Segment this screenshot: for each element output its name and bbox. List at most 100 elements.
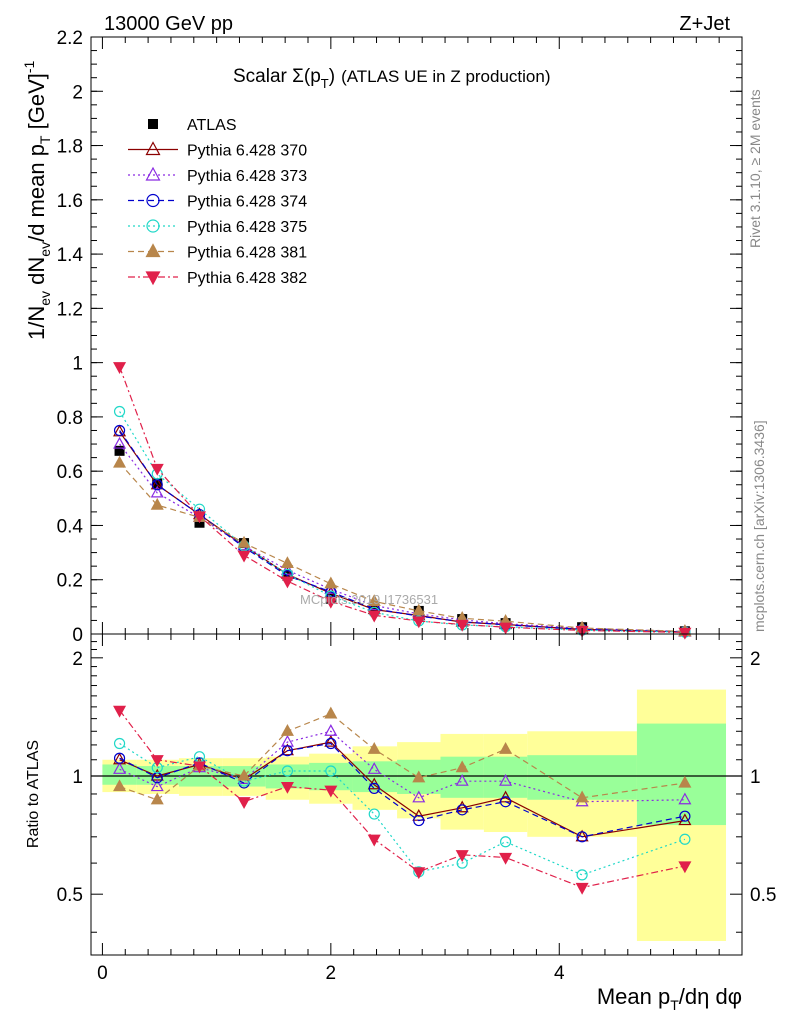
ratio-panel: 0.5 0.5 1 1 2 2 0 2 4 (57, 633, 776, 984)
legend-label-atlas: ATLAS (187, 117, 237, 134)
main-pythia-381-point (280, 556, 294, 569)
legend-marker-373 (145, 166, 161, 181)
ratio-pythia-381-point (367, 741, 381, 754)
ratio-ytick-label-right: 2 (750, 649, 761, 670)
main-ytick-label: 1.6 (57, 191, 83, 212)
ratio-ytick-label-right: 1 (750, 767, 761, 788)
legend-label-370: Pythia 6.428 370 (187, 143, 307, 160)
main-ytick-label: 0.2 (57, 571, 83, 592)
main-pythia-381-point (150, 497, 164, 510)
ratio-pythia-374-point (325, 737, 337, 750)
main-axes: 0 0.2 0.4 0.6 0.8 1 1.2 1.4 1.6 1.8 2 2.2 (57, 28, 743, 646)
main-pythia-382-point (367, 610, 381, 623)
main-ytick-label: 0 (72, 625, 83, 646)
ratio-pythia-382-point (113, 705, 127, 718)
ratio-pythia-374-point (576, 831, 588, 843)
main-pythia-382-point (280, 576, 294, 589)
main-pythia-382-point (678, 627, 692, 640)
main-pythia-375-point (113, 405, 126, 418)
ratio-pythia-382-point (499, 852, 513, 865)
main-ylabel: 1/Nev dNev/d mean pT [GeV]-1 (21, 60, 53, 340)
energy-label: 13000 GeV pp (104, 13, 233, 35)
ratio-pythia-375-point (499, 836, 512, 848)
legend-marker-375 (146, 219, 160, 233)
ratio-marks (91, 689, 742, 941)
ratio-pythia-381-point (678, 775, 692, 788)
main-pythia-374-point (113, 424, 126, 437)
main-ytick-label: 1.8 (57, 137, 83, 158)
main-pythia-381-point (367, 594, 381, 607)
ratio-pythia-382-point (455, 850, 469, 863)
ratio-band-inner (102, 764, 137, 785)
main-pythia-382-line (119, 366, 685, 633)
ratio-pythia-374-point (151, 772, 163, 784)
main-pythia-382-point (499, 622, 513, 635)
ratio-pythia-375-point (113, 737, 126, 750)
legend-label-374: Pythia 6.428 374 (187, 194, 307, 211)
main-ytick-label: 0.6 (57, 462, 83, 483)
ratio-pythia-374-point (281, 745, 294, 757)
ratio-pythia-374-line (119, 742, 686, 838)
ratio-frame (90, 633, 743, 956)
main-pythia-382-point (412, 616, 426, 629)
ratio-ylabel: Ratio to ATLAS (25, 740, 42, 848)
ratio-pythia-373-point (367, 762, 381, 774)
ratio-pythia-382-point (367, 834, 381, 847)
ratio-pythia-375-point (281, 765, 294, 777)
x-tick-label: 4 (554, 963, 565, 984)
ratio-pythia-382-point (237, 797, 251, 809)
main-pythia-382-point (150, 463, 164, 476)
main-pythia-373-point (150, 485, 164, 498)
main-pythia-381-line (119, 462, 685, 632)
legend-label-382: Pythia 6.428 382 (187, 270, 307, 287)
ratio-pythia-370-line (119, 741, 685, 838)
ratio-pythia-381-point (150, 792, 164, 805)
main-pythia-381-point (324, 576, 338, 589)
ratio-pythia-374-point (499, 796, 512, 808)
main-ytick-label: 2.2 (57, 28, 83, 49)
process-label: Z+Jet (679, 13, 730, 35)
legend-marker-381 (145, 243, 161, 258)
main-atlas-point (114, 445, 125, 456)
ratio-pythia-381-point (237, 768, 251, 781)
main-ytick-label: 1 (72, 354, 83, 375)
ratio-pythia-375-point (325, 765, 337, 777)
ratio-ytick-label: 1 (72, 767, 83, 788)
ratio-pythia-373-point (455, 773, 469, 786)
ratio-pythia-382-point (412, 867, 426, 880)
x-tick-label: 2 (326, 963, 337, 984)
legend-marker-374 (146, 193, 160, 208)
rivet-label: Rivet 3.1.10, ≥ 2M events (747, 89, 763, 248)
ratio-pythia-381-point (324, 706, 338, 719)
legend-label-381: Pythia 6.428 381 (187, 245, 307, 262)
ratio-pythia-381-point (499, 741, 513, 754)
main-marks (113, 362, 692, 640)
main-panel: MCplots 2019 I1736531 0 0.2 0.4 0.6 0.8 1 1.2 1… (57, 28, 743, 646)
ratio-pythia-382-point (280, 781, 294, 794)
ratio-band-inner (352, 761, 398, 793)
ratio-pythia-370-point (678, 813, 692, 826)
main-pythia-382-point (237, 550, 251, 563)
main-ytick-label: 1.2 (57, 299, 83, 320)
ratio-pythia-373-point (412, 790, 426, 803)
legend-marker-382 (145, 271, 161, 286)
main-ytick-label: 0.4 (57, 516, 84, 537)
ratio-pythia-381-point (113, 779, 127, 792)
ratio-pythia-374-point (679, 810, 691, 822)
ratio-pythia-373-point (499, 773, 513, 786)
main-pythia-382-point (455, 619, 469, 632)
main-pythia-370-point (150, 477, 164, 490)
legend: ATLAS Pythia 6.428 370 Pythia 6.428 373 Pyt… (128, 117, 307, 287)
main-pythia-382-point (113, 362, 127, 374)
watermark: MCplots 2019 I1736531 (300, 592, 438, 607)
main-pythia-374-point (151, 479, 163, 491)
ratio-pythia-382-line (119, 709, 686, 889)
main-ytick-label: 2 (72, 82, 83, 103)
ratio-pythia-381-line (119, 713, 685, 801)
ratio-ytick-label-right: 0.5 (750, 885, 776, 906)
ratio-pythia-373-point (150, 779, 164, 792)
main-atlas-point (152, 478, 163, 489)
legend-label-373: Pythia 6.428 373 (187, 168, 307, 185)
ratio-pythia-374-point (456, 804, 468, 816)
